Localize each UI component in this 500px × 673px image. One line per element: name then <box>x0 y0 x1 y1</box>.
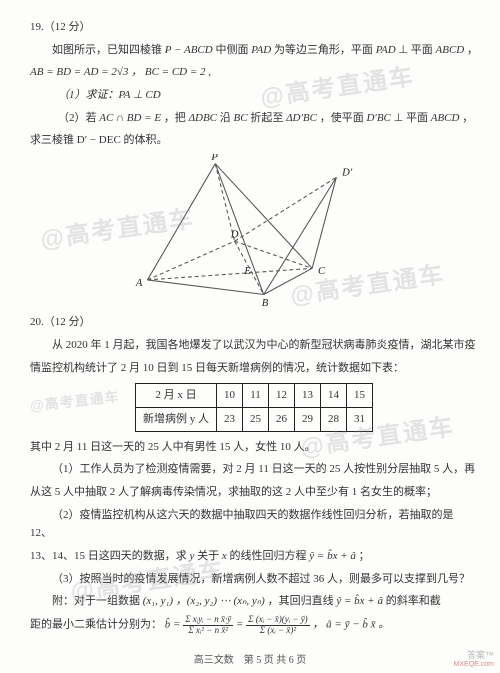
q20-s2b-c: 的线性回归方程 <box>230 550 310 562</box>
corner-bot: MXEQE.com <box>454 661 494 669</box>
q20-att-l2a: 距的最小二乘估计分别为： <box>30 619 162 631</box>
q20-s2a: （2）疫情监控机构从这六天的数据中抽取四天的数据作线性回归分析，若抽取的是 12… <box>30 506 478 543</box>
q20-att-b: ，其回归直线 <box>268 595 337 607</box>
tbl-r2-c0: 23 <box>217 407 243 431</box>
q19-sub1-text: （1）求证：PA ⊥ CD <box>58 89 161 101</box>
q20-mid: 其中 2 月 11 日这一天的 25 人中有男性 15 人，女性 10 人。 <box>30 438 478 457</box>
svg-text:P: P <box>210 154 218 163</box>
q20-f1-num: Σ xᵢyᵢ − n x̄·ȳ <box>183 615 233 625</box>
q20-intro-a: 从 2020 年 1 月起，我国各地爆发了以武汉为中心的新型冠状病毒肺炎疫情，湖… <box>30 336 478 355</box>
q19-s2i: ，使平面 <box>320 112 367 124</box>
table-row: 2 月 x 日 10 11 12 13 14 15 <box>136 384 373 408</box>
q19-s2k: ⊥ 平面 <box>394 112 431 124</box>
q19-f2: PAD <box>376 44 396 56</box>
page-footer: 高三文数 第 5 页 共 6 页 <box>0 652 500 669</box>
q19-s2c: ，把 <box>164 112 189 124</box>
tbl-r1-c5: 15 <box>347 384 373 408</box>
q20-s3: （3）按照当时的疫情发展情况，新增病例人数不超过 36 人，则最多可以支撑到几号… <box>30 570 478 589</box>
q20-f1-den: Σ xᵢ² − n x̄² <box>183 626 233 635</box>
q19-line1: 如图所示，已知四棱锥 P − ABCD 中侧面 PAD 为等边三角形，平面 PA… <box>30 41 478 60</box>
q19-s2a: （2）若 <box>58 112 99 124</box>
q20-s2b-eq: ŷ = b̂x + â <box>309 550 356 562</box>
q19-p1a: 如图所示，已知四棱锥 <box>52 44 165 56</box>
q20-table: 2 月 x 日 10 11 12 13 14 15 新增病例 y 人 23 25… <box>135 383 373 431</box>
table-row: 新增病例 y 人 23 25 26 29 28 31 <box>136 407 373 431</box>
tbl-r1-c0: 10 <box>217 384 243 408</box>
q19-s2b: AC ∩ BD = E <box>99 112 161 124</box>
q20-eqsign: = <box>236 619 246 631</box>
tbl-r2-label: 新增病例 y 人 <box>136 407 217 431</box>
q19-p1e: ， <box>467 44 478 56</box>
q19-s2d: ΔDBC <box>189 112 217 124</box>
q20-att-l1: 附：对于一组数据 (x₁, y₁) ，(x₂, y₂) ⋯ (xₙ, yₙ) ，… <box>30 592 478 611</box>
q20-att-pairs: (x₁, y₁) ，(x₂, y₂) ⋯ (xₙ, yₙ) <box>143 595 265 607</box>
svg-text:D′: D′ <box>341 167 353 178</box>
svg-text:D: D <box>230 229 239 240</box>
tbl-r2-c4: 28 <box>321 407 347 431</box>
svg-text:C: C <box>318 266 326 277</box>
q19-sub2-l2: 求三棱锥 D′ − DEC 的体积。 <box>30 131 478 150</box>
q19-line2-text: AB = BD = AD = 2√3 ， BC = CD = 2 , <box>30 66 211 78</box>
q19-s2l: ABCD <box>431 112 460 124</box>
q20-att-l2: 距的最小二乘估计分别为： b̂ = Σ xᵢyᵢ − n x̄·ȳ Σ xᵢ² … <box>30 615 478 635</box>
tbl-r1-c3: 13 <box>295 384 321 408</box>
svg-text:A: A <box>135 278 143 289</box>
q19-sub2-l1: （2）若 AC ∩ BD = E ，把 ΔDBC 沿 BC 折起至 ΔD′BC … <box>36 109 478 128</box>
q20-frac2: Σ (xᵢ − x̄)(yᵢ − ȳ) Σ (xᵢ − x̄)² <box>246 615 310 635</box>
q19-s2m: ， <box>462 112 473 124</box>
q19-f3: ABCD <box>436 44 465 56</box>
q20-s2b: 13、14、15 日这四天的数据，求 y 关于 x 的线性回归方程 ŷ = b̂… <box>30 547 478 566</box>
tbl-r1-c2: 12 <box>269 384 295 408</box>
tbl-r2-c1: 25 <box>243 407 269 431</box>
q20-att-a: 附：对于一组数据 <box>52 595 143 607</box>
q20-att-bhat: b̂ = <box>165 619 181 631</box>
q19-s2e: 沿 <box>220 112 234 124</box>
q20-f2-num: Σ (xᵢ − x̄)(yᵢ − ȳ) <box>246 615 310 625</box>
q19-expr1: P − ABCD <box>165 44 213 56</box>
tbl-r1-c1: 11 <box>243 384 269 408</box>
tbl-r2-c3: 29 <box>295 407 321 431</box>
q19-p1c: 为等边三角形，平面 <box>274 44 376 56</box>
q20-f2-den: Σ (xᵢ − x̄)² <box>246 626 310 635</box>
q20-s2b-x: x <box>222 550 227 562</box>
q20-s2b-y: y <box>190 550 195 562</box>
q19-f1: PAD <box>251 44 271 56</box>
q19-s2h: ΔD′BC <box>286 112 317 124</box>
tbl-r1-label: 2 月 x 日 <box>136 384 217 408</box>
q19-diagram: P D′ A B C D E <box>114 154 394 309</box>
tbl-r1-c4: 14 <box>321 384 347 408</box>
q20-s2b-mid: 关于 <box>197 550 222 562</box>
q19-sub1: （1）求证：PA ⊥ CD <box>36 86 478 105</box>
q20-s2b-end: ； <box>359 550 370 562</box>
q20-s1a: （1）工作人员为了检测疫情需要，对 2 月 11 日这一天的 25 人按性别分层… <box>30 460 478 479</box>
q20-intro-b: 情监控机构统计了 2 月 10 日到 15 日每天新增病例的情况，统计数据如下表… <box>30 359 478 378</box>
q20-frac1: Σ xᵢyᵢ − n x̄·ȳ Σ xᵢ² − n x̄² <box>183 615 233 635</box>
tbl-r2-c2: 26 <box>269 407 295 431</box>
q19-s2f: BC <box>234 112 248 124</box>
q19-p1b: 中侧面 <box>215 44 251 56</box>
q20-att-eq: ŷ = b̂x + â <box>336 595 383 607</box>
q20-header: 20.（12 分） <box>30 313 478 332</box>
corner-top: 答案™ <box>454 651 494 661</box>
tbl-r2-c5: 31 <box>347 407 373 431</box>
q19-header: 19.（12 分） <box>30 18 478 37</box>
q19-line2: AB = BD = AD = 2√3 ， BC = CD = 2 , <box>30 63 478 82</box>
svg-text:E: E <box>243 266 251 277</box>
svg-text:B: B <box>262 298 269 309</box>
q19-s2j: D′BC <box>366 112 390 124</box>
q19-p1d: ⊥ 平面 <box>398 44 435 56</box>
corner-logo: 答案™ MXEQE.com <box>454 651 494 669</box>
q20-att-c: 的斜率和截 <box>386 595 441 607</box>
q19-s2g: 折起至 <box>250 112 286 124</box>
q20-att-ahat: ， â = ȳ − b̂ x̄ 。 <box>312 619 389 631</box>
q20-s1b: 从这 5 人中抽取 2 人了解病毒传染情况，求抽取的这 2 人中至少有 1 名女… <box>30 483 478 502</box>
q20-s2b-a: 13、14、15 日这四天的数据，求 <box>30 550 190 562</box>
